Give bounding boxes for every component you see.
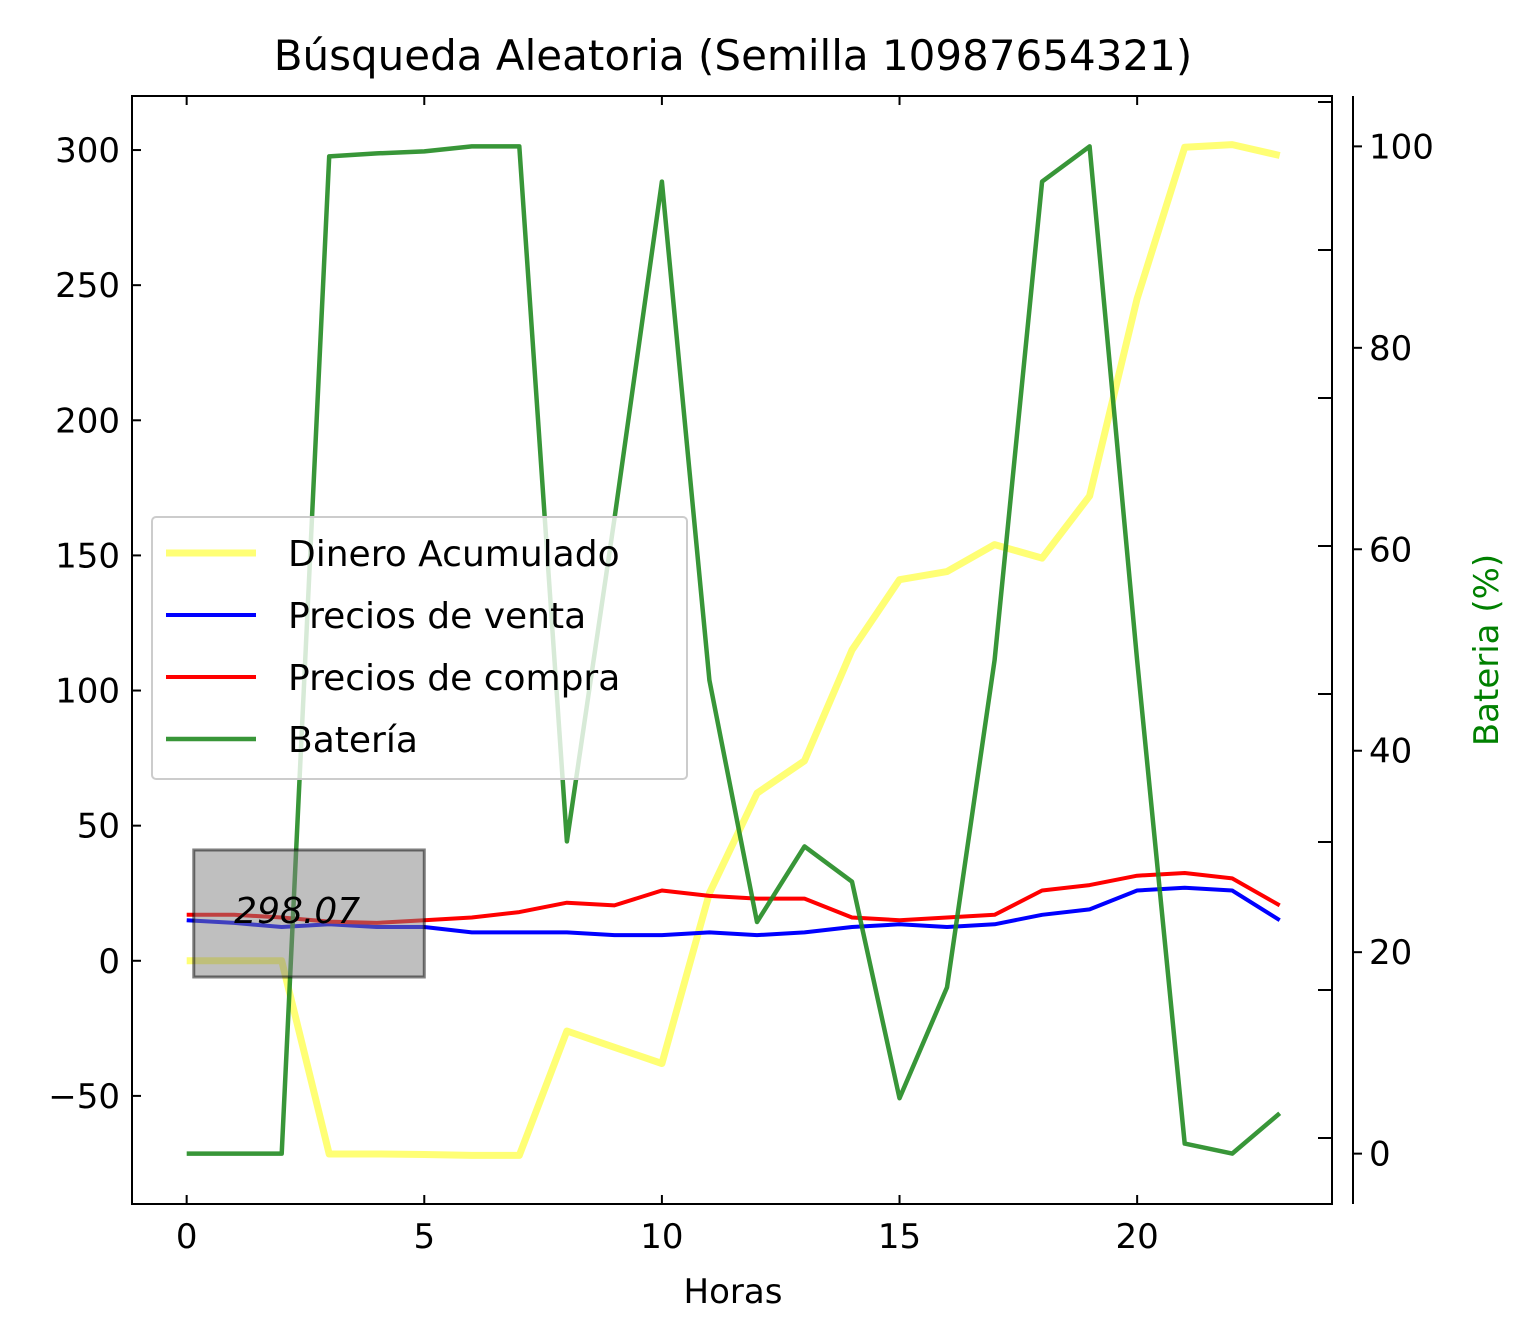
axes: 0 5 10 15 20 −50 0 50 100 150 200 250 300 0 20 40 60 80 10…: [48, 95, 1434, 1257]
plot-frame: [131, 95, 1333, 1205]
series-line-0: [186, 141, 1281, 1159]
x-tick-label: 10: [640, 1217, 683, 1257]
y-tick-label: −50: [48, 1077, 120, 1117]
y-tick-label: 100: [55, 672, 120, 712]
y2-tick-label: 80: [1369, 329, 1412, 369]
legend-label-1: Precios de venta: [288, 596, 586, 637]
y2-tick-label: 60: [1369, 530, 1412, 570]
legend: Dinero Acumulado Precios de venta Precios …: [151, 516, 688, 780]
x-tick-label: 20: [1116, 1217, 1159, 1257]
legend-box: [151, 516, 688, 780]
annotation-box: [192, 848, 426, 979]
y-tick-label: 150: [55, 536, 120, 576]
y2-tick-label: 20: [1369, 933, 1412, 973]
chart-title: Búsqueda Aleatoria (Semilla 10987654321): [274, 31, 1193, 80]
x-axis-label: Horas: [684, 1272, 783, 1312]
y2-tick-label: 100: [1369, 127, 1434, 167]
y2-tick-label: 0: [1369, 1135, 1391, 1175]
legend-label-0: Dinero Acumulado: [288, 534, 620, 575]
y2-axis-label: Bateria (%): [1467, 554, 1507, 746]
y-tick-label: 250: [55, 266, 120, 306]
annotation: 298.07: [192, 848, 426, 979]
series-line-3: [186, 144, 1282, 1156]
annotation-text: 298.07: [234, 891, 360, 932]
y-tick-label: 200: [55, 401, 120, 441]
y-tick-label: 300: [55, 131, 120, 171]
y-tick-label: 50: [77, 807, 120, 847]
x-tick-label: 0: [176, 1217, 198, 1257]
x-tick-label: 5: [413, 1217, 435, 1257]
legend-label-2: Precios de compra: [288, 658, 620, 699]
legend-label-3: Batería: [288, 720, 418, 761]
x-tick-label: 15: [878, 1217, 921, 1257]
y-tick-label: 0: [98, 942, 120, 982]
y2-tick-label: 40: [1369, 732, 1412, 772]
